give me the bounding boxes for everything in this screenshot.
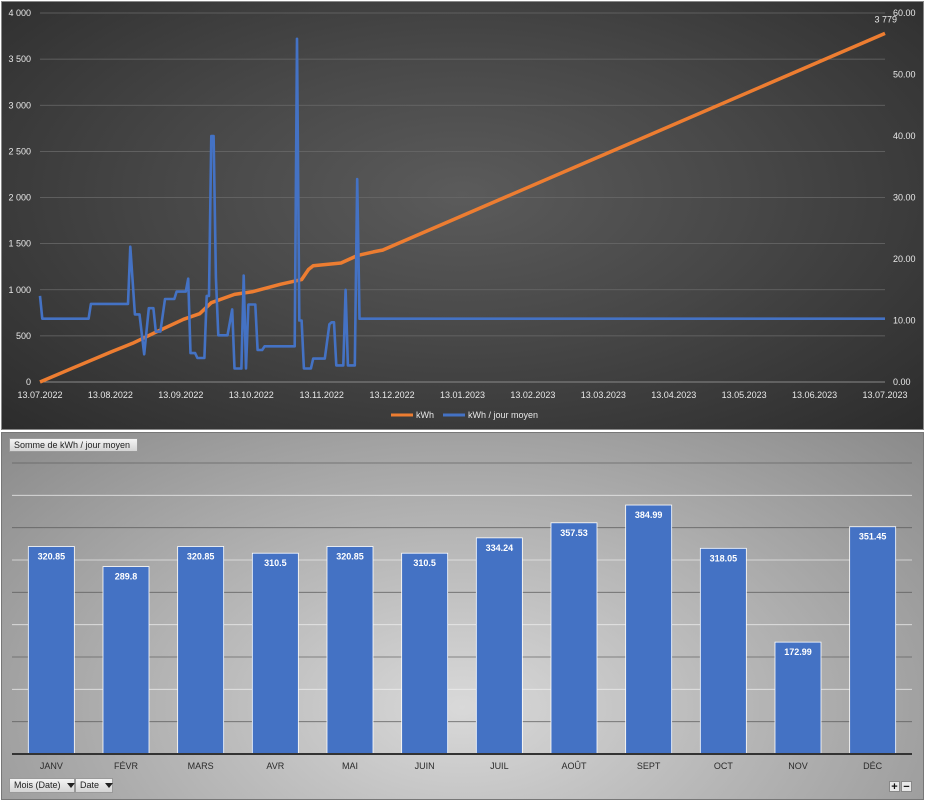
bar-data-label: 320.85: [336, 552, 364, 562]
bar: [102, 566, 150, 755]
y-left-tick-label: 2 000: [8, 193, 31, 203]
x-tick-label: 13.07.2023: [862, 390, 907, 400]
expand-field-plus-icon[interactable]: +: [889, 781, 900, 793]
y-right-tick-label: 20.00: [893, 254, 916, 264]
y-right-tick-label: 40.00: [893, 131, 916, 141]
bar-data-label: 320.85: [38, 552, 66, 562]
bar-data-label: 357.53: [560, 528, 588, 538]
x-tick-label: 13.08.2022: [88, 390, 133, 400]
bar: [849, 526, 897, 755]
x-category-label: JUIN: [415, 761, 435, 771]
bar-data-label: 351.45: [859, 532, 887, 542]
bar-data-label: 318.05: [710, 553, 738, 563]
data-label-end-value: 3 779: [874, 14, 897, 24]
x-tick-label: 13.06.2023: [792, 390, 837, 400]
x-category-label: AOÛT: [561, 761, 587, 771]
bar: [475, 537, 523, 755]
x-category-label: AVR: [266, 761, 284, 771]
pivot-axis-field-month-label: Mois (Date): [14, 780, 61, 790]
y-left-tick-label: 3 000: [8, 100, 31, 110]
bar-data-label: 310.5: [413, 558, 436, 568]
cumulative-energy-chart: 0 500 1 000 1 500 2 000 2 500 3 000 3 500 4 000 0…: [1, 1, 924, 430]
bar-data-label: 310.5: [264, 558, 287, 568]
y-left-tick-label: 2 500: [8, 146, 31, 156]
y-right-tick-label: 10.00: [893, 316, 916, 326]
bar-chart-svg: 320.85 JANV 289.8 FÉVR 320.85 MARS 310.5 AVR 320…: [12, 462, 912, 771]
x-tick-label: 13.04.2023: [651, 390, 696, 400]
bar: [550, 522, 598, 755]
collapse-field-minus-icon[interactable]: −: [901, 781, 912, 793]
x-tick-label: 13.09.2022: [158, 390, 203, 400]
y-left-tick-label: 1 000: [8, 285, 31, 295]
y-right-tick-label: 0.00: [893, 377, 911, 387]
series-line-daily-average: [38, 37, 885, 370]
bar: [326, 546, 374, 755]
y-right-tick-label: 50.00: [893, 70, 916, 80]
x-tick-label: 13.07.2022: [17, 390, 62, 400]
bar: [401, 552, 449, 755]
bar: [774, 641, 822, 755]
x-category-label: NOV: [788, 761, 808, 771]
x-tick-label: 13.03.2023: [581, 390, 626, 400]
bar-data-label: 384.99: [635, 510, 663, 520]
bar: [625, 504, 673, 755]
line-chart-svg: 0 500 1 000 1 500 2 000 2 500 3 000 3 500 4 000 0…: [8, 8, 916, 420]
y-left-tick-label: 1 500: [8, 239, 31, 249]
bar: [27, 546, 75, 755]
x-category-label: DÉC: [863, 761, 883, 771]
series-line-kwh: [39, 31, 886, 384]
pivot-axis-field-date-label: Date: [80, 780, 100, 790]
pivot-axis-field-month[interactable]: Mois (Date): [9, 778, 75, 793]
chevron-down-icon: [105, 783, 114, 789]
x-category-label: SEPT: [637, 761, 661, 771]
bar-data-label: 289.8: [115, 572, 138, 582]
x-category-label: OCT: [714, 761, 734, 771]
x-tick-label: 13.05.2023: [722, 390, 767, 400]
legend-entry: kWh: [416, 410, 434, 420]
x-tick-label: 13.02.2023: [510, 390, 555, 400]
y-left-tick-label: 4 000: [8, 8, 31, 18]
x-category-label: JUIL: [490, 761, 509, 771]
pivot-value-field-button[interactable]: Somme de kWh / jour moyen: [9, 438, 138, 452]
x-tick-label: 13.12.2022: [370, 390, 415, 400]
legend-entry: kWh / jour moyen: [468, 410, 538, 420]
y-left-tick-label: 500: [16, 331, 31, 341]
y-left-tick-label: 3 500: [8, 54, 31, 64]
bar: [699, 547, 747, 755]
bar-data-label: 334.24: [486, 543, 514, 553]
x-tick-label: 13.10.2022: [229, 390, 274, 400]
x-category-label: MAI: [342, 761, 358, 771]
x-tick-label: 13.11.2022: [299, 390, 343, 400]
x-category-label: JANV: [40, 761, 63, 771]
bar-data-label: 320.85: [187, 552, 215, 562]
monthly-energy-chart: 320.85 JANV 289.8 FÉVR 320.85 MARS 310.5 AVR 320…: [1, 432, 924, 800]
x-tick-label: 13.01.2023: [440, 390, 485, 400]
y-left-tick-label: 0: [26, 377, 31, 387]
bar: [177, 546, 225, 755]
pivot-axis-field-date[interactable]: Date: [75, 778, 114, 793]
x-category-label: MARS: [188, 761, 214, 771]
y-right-tick-label: 60.00: [893, 8, 916, 18]
chevron-down-icon: [66, 783, 75, 789]
bar-data-label: 172.99: [784, 647, 812, 657]
x-category-label: FÉVR: [114, 761, 139, 771]
bar: [251, 552, 299, 755]
y-right-tick-label: 30.00: [893, 193, 916, 203]
